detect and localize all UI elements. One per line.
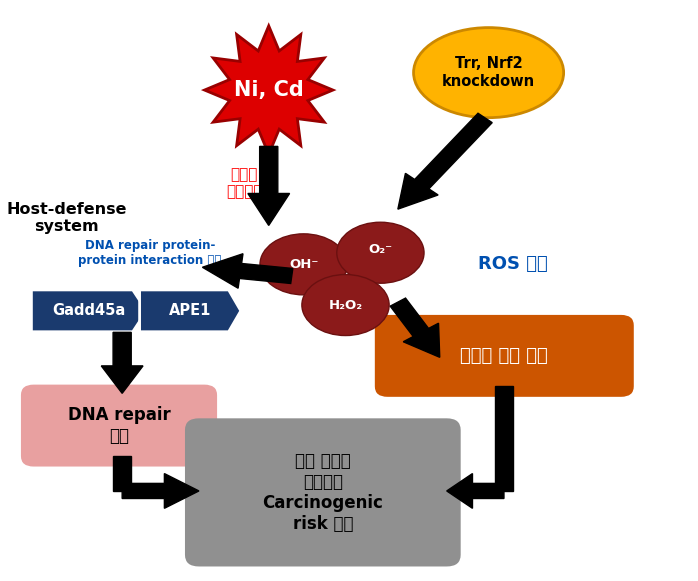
Text: APE1: APE1 <box>169 303 211 318</box>
Polygon shape <box>495 386 513 491</box>
Text: DNA repair protein-
protein interaction 감소: DNA repair protein- protein interaction … <box>78 239 222 267</box>
Text: O₂⁻: O₂⁻ <box>369 243 392 256</box>
Ellipse shape <box>302 275 389 336</box>
Text: ROS 증가: ROS 증가 <box>478 256 548 273</box>
Polygon shape <box>113 456 131 491</box>
Text: Gadd45a: Gadd45a <box>52 303 126 318</box>
Ellipse shape <box>260 234 348 295</box>
Text: Ni, Cd: Ni, Cd <box>234 80 304 100</box>
Polygon shape <box>248 146 290 225</box>
Polygon shape <box>101 332 143 393</box>
Polygon shape <box>202 254 293 288</box>
FancyBboxPatch shape <box>185 418 461 566</box>
Polygon shape <box>140 290 241 332</box>
Polygon shape <box>447 474 504 508</box>
Ellipse shape <box>413 27 564 117</box>
Polygon shape <box>31 290 147 332</box>
Text: Trr, Nrf2
knockdown: Trr, Nrf2 knockdown <box>442 56 535 89</box>
Text: 저농도
장기노출: 저농도 장기노출 <box>226 167 262 199</box>
Text: H₂O₂: H₂O₂ <box>329 299 362 311</box>
Text: Host-defense
system: Host-defense system <box>6 202 126 234</box>
Text: 유전자 손상 증가: 유전자 손상 증가 <box>461 347 548 365</box>
Text: 환경 발암원
중금속의
Carcinogenic
risk 증가: 환경 발암원 중금속의 Carcinogenic risk 증가 <box>262 452 383 533</box>
Polygon shape <box>390 298 440 357</box>
Text: OH⁻: OH⁻ <box>289 258 318 271</box>
Ellipse shape <box>337 222 424 284</box>
Polygon shape <box>122 474 199 508</box>
Polygon shape <box>398 113 492 209</box>
FancyBboxPatch shape <box>375 315 634 397</box>
FancyBboxPatch shape <box>21 385 217 467</box>
Polygon shape <box>205 26 333 155</box>
Text: DNA repair
저해: DNA repair 저해 <box>68 406 170 445</box>
